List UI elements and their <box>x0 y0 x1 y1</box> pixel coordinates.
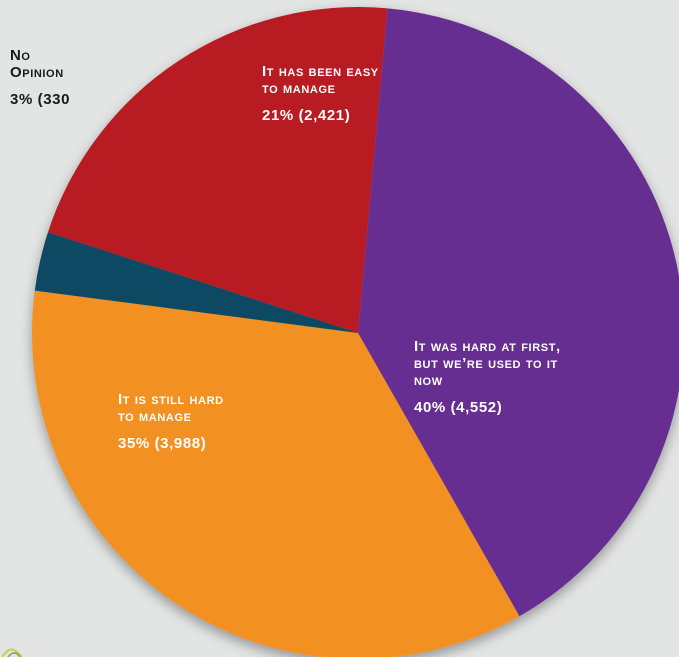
pie-slice-no-opinion <box>34 232 358 333</box>
pie-slice-it-was-hard-at-first-but-we-re-used-to-it-now <box>358 8 679 617</box>
slice-label-it-is-still-hard-to-manage: It is still hard to manage <box>118 391 224 425</box>
pie-slice-it-is-still-hard-to-manage <box>32 290 520 657</box>
slice-label-it-was-hard-at-first-but-we-re-used-to-it-now: It was hard at first, but we’re used to i… <box>414 338 561 389</box>
page-corner-decoration <box>1 648 23 657</box>
slice-value-it-is-still-hard-to-manage: 35% (3,988) <box>118 435 206 452</box>
slice-label-no-opinion: No Opinion <box>10 47 64 81</box>
pie-slices <box>32 7 679 657</box>
slice-value-it-has-been-easy-to-manage: 21% (2,421) <box>262 107 350 124</box>
slice-value-it-was-hard-at-first-but-we-re-used-to-it-now: 40% (4,552) <box>414 399 502 416</box>
slice-label-it-has-been-easy-to-manage: It has been easy to manage <box>262 63 379 97</box>
slice-value-no-opinion: 3% (330 <box>10 91 70 108</box>
pie-slice-it-has-been-easy-to-manage <box>47 7 388 333</box>
